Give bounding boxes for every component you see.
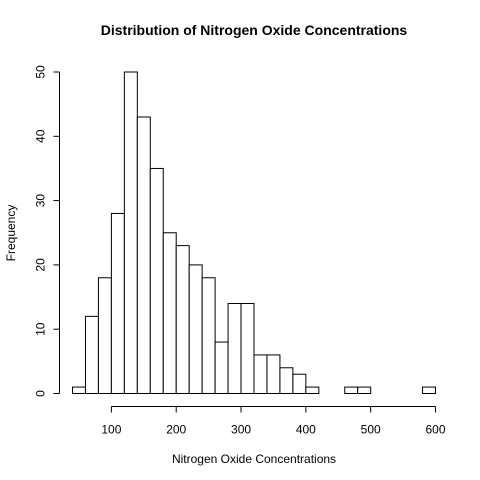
histogram-bar (149, 167, 164, 394)
y-tick-label: 30 (34, 194, 48, 208)
x-axis: 100 200 300 400 500 600 (101, 406, 446, 437)
x-tick-label: 400 (296, 423, 316, 437)
y-tick-label: 20 (34, 258, 48, 272)
histogram-bar (227, 302, 242, 395)
histogram-bar (240, 302, 255, 395)
histogram-bar (188, 264, 203, 394)
histogram-bar (422, 386, 436, 395)
histogram-bar (97, 277, 112, 395)
histogram-bar (214, 341, 229, 394)
y-tick-label: 10 (34, 322, 48, 336)
x-tick-label: 600 (425, 423, 445, 437)
histogram-bar (72, 386, 86, 395)
chart-title: Distribution of Nitrogen Oxide Concentra… (101, 22, 408, 38)
x-tick-label: 300 (231, 423, 251, 437)
bars-group (72, 71, 436, 395)
histogram-bar (305, 386, 320, 395)
x-axis-label: Nitrogen Oxide Concentrations (172, 452, 336, 466)
histogram-bar (175, 245, 190, 394)
x-tick-label: 200 (166, 423, 186, 437)
histogram-bar (162, 232, 177, 394)
x-tick-label: 100 (101, 423, 121, 437)
y-tick-label: 40 (34, 129, 48, 143)
y-axis: 0 10 20 30 40 50 (34, 65, 60, 397)
histogram-bar (292, 373, 307, 394)
histogram-bar (357, 386, 372, 395)
y-tick-label: 50 (34, 65, 48, 79)
histogram-bar (279, 367, 294, 394)
histogram-bar (201, 277, 216, 395)
histogram-bar (253, 354, 268, 395)
histogram-bar (136, 116, 151, 394)
histogram-bar (344, 386, 359, 395)
x-tick-label: 500 (361, 423, 381, 437)
histogram-bar (84, 315, 99, 394)
histogram-bar (123, 71, 138, 394)
y-tick-label: 0 (34, 390, 48, 397)
histogram-bar (266, 354, 281, 395)
y-axis-label: Frequency (4, 205, 18, 262)
histogram-bar (110, 212, 125, 394)
